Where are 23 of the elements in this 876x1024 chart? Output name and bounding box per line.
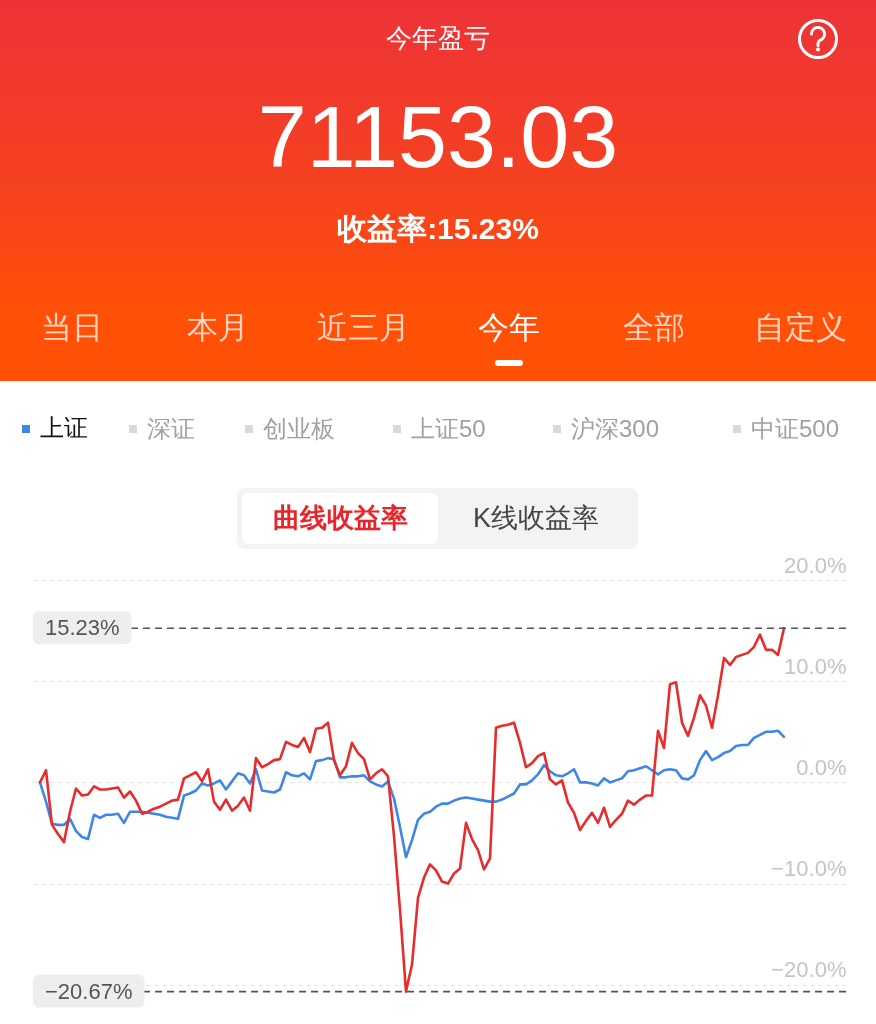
text: 今年 bbox=[476, 310, 541, 346]
ref-line-label: −20.67% bbox=[45, 978, 133, 1004]
text: 当日 bbox=[40, 310, 104, 346]
y-tick-label: 10.0% bbox=[784, 653, 847, 679]
segmented-control: 曲线收益率 K线收益率 bbox=[237, 488, 638, 549]
text: 全部 bbox=[622, 310, 687, 346]
text: 今年盈亏 bbox=[385, 22, 491, 54]
y-tick-label: 20.0% bbox=[784, 552, 847, 578]
text: 深证 bbox=[147, 415, 195, 443]
text: 上证50 bbox=[411, 415, 486, 443]
text: 创业板 bbox=[263, 415, 335, 443]
text: 收益率:15.23% bbox=[336, 211, 540, 247]
y-tick-label: −10.0% bbox=[771, 856, 847, 882]
text: 沪深300 bbox=[571, 415, 660, 443]
text: 71153.03 bbox=[256, 87, 620, 186]
legend-label: 上证 bbox=[40, 414, 88, 441]
text: 中证500 bbox=[751, 415, 840, 443]
ref-line-label: 15.23% bbox=[45, 615, 120, 641]
text: 自定义 bbox=[752, 310, 848, 346]
y-tick-label: 0.0% bbox=[796, 754, 847, 780]
y-tick-label: −20.0% bbox=[771, 957, 847, 983]
text: 本月 bbox=[185, 310, 250, 346]
text: 近三月 bbox=[315, 310, 411, 346]
